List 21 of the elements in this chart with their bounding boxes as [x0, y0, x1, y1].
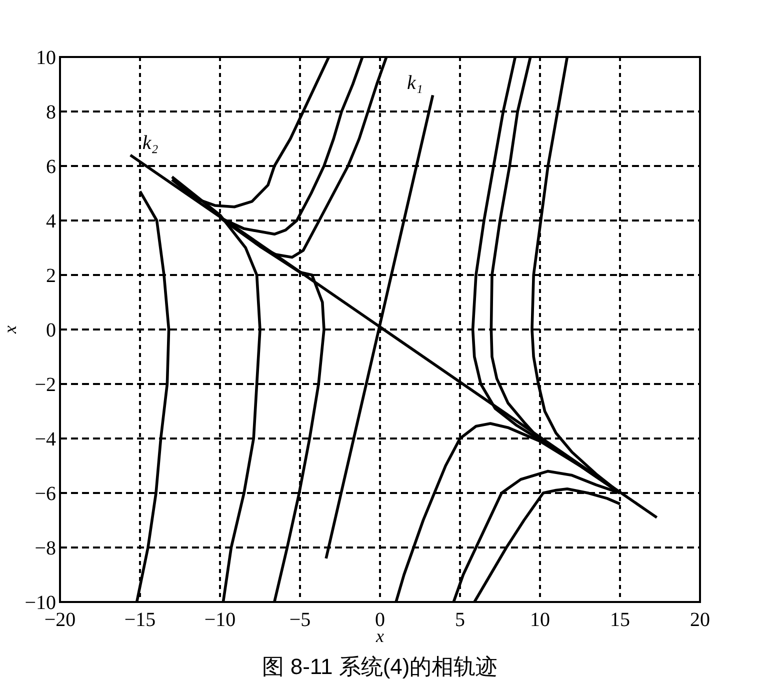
y-tick-label: 2	[46, 265, 56, 287]
x-tick-label: −15	[124, 609, 156, 631]
y-tick-label: −4	[34, 428, 56, 450]
x-tick-label: 10	[530, 609, 550, 631]
x-tick-label: −10	[204, 609, 236, 631]
text: 图 8-11 系统(4)的相轨迹	[262, 654, 498, 679]
x-tick-label: 20	[690, 609, 710, 631]
y-tick-label: 0	[46, 320, 56, 342]
y-tick-label: −6	[34, 483, 56, 505]
series-label: k₂	[142, 132, 158, 154]
y-tick-label: 8	[46, 102, 56, 124]
x-tick-label: 15	[610, 609, 630, 631]
x-tick-label: −5	[289, 609, 311, 631]
y-tick-label: 10	[36, 47, 56, 69]
series-label: k₁	[406, 72, 423, 94]
y-tick-label: −8	[34, 538, 56, 560]
y-tick-label: −2	[34, 374, 56, 396]
x-tick-label: 5	[455, 609, 465, 631]
y-axis-title: x	[0, 326, 20, 334]
y-tick-label: 6	[46, 156, 56, 178]
y-tick-label: 4	[46, 210, 56, 232]
